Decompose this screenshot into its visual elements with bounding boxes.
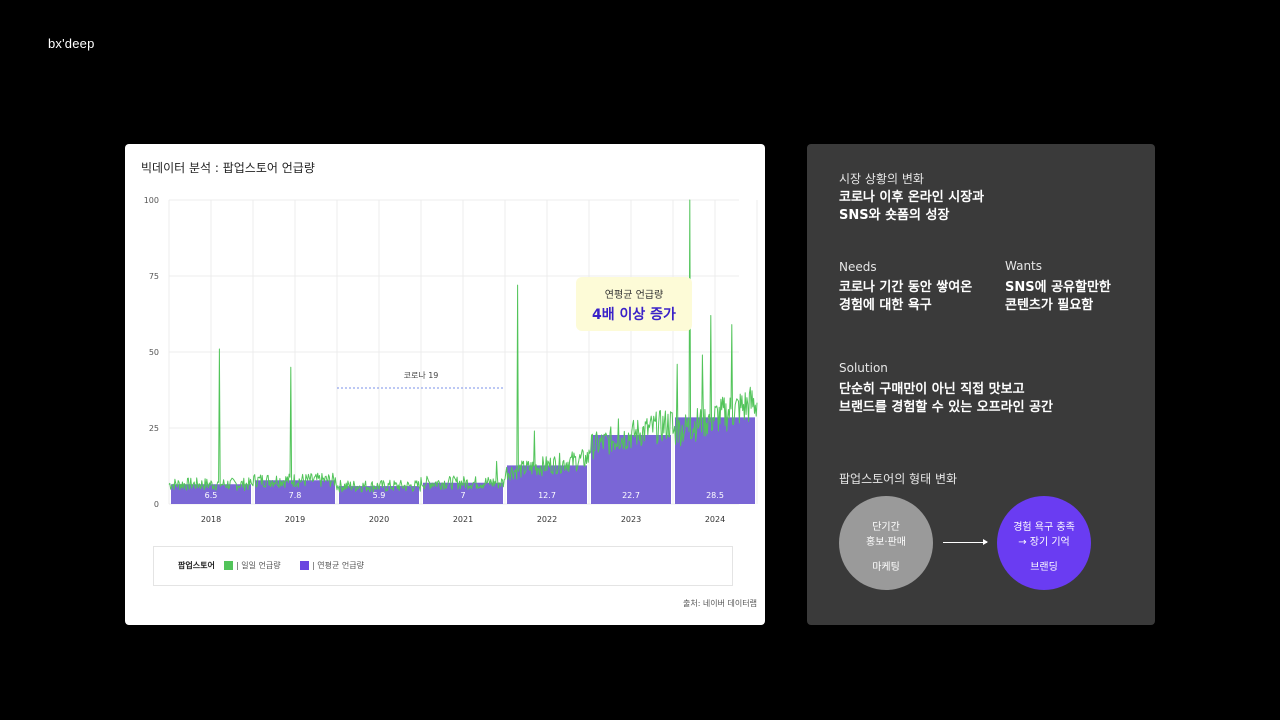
solution-text: 단순히 구매만이 아닌 직접 맛보고 브랜드를 경험할 수 있는 오프라인 공간: [839, 382, 1053, 415]
y-tick-label: 75: [149, 272, 159, 281]
x-tick-label: 2019: [285, 515, 305, 524]
needs-label: Needs: [839, 260, 877, 274]
bar-2018: [171, 484, 251, 504]
insight-panel: 시장 상황의 변화 코로나 이후 온라인 시장과 SNS와 숏폼의 성장 Nee…: [807, 144, 1155, 625]
y-tick-label: 100: [144, 196, 159, 205]
branding-circle: 경험 욕구 충족 → 장기 기억 브랜딩: [997, 496, 1091, 590]
wants-label: Wants: [1005, 259, 1043, 273]
bar-2024: [675, 417, 755, 504]
bar-value-label: 12.7: [538, 491, 556, 500]
form-change-label: 팝업스토어의 형태 변화: [839, 472, 958, 486]
daily-mentions-line: [168, 199, 758, 493]
chart-title: 빅데이터 분석 : 팝업스토어 언급량: [141, 161, 315, 175]
bar-value-label: 7: [460, 491, 465, 500]
chart-legend: 팝업스토어 | 일일 언급량 | 연평균 언급량: [153, 546, 733, 586]
branding-circle-label: 브랜딩: [1030, 562, 1058, 573]
chart-card: 빅데이터 분석 : 팝업스토어 언급량 100 75 50 25 0 6.5 7.8 5.9 7…: [125, 144, 765, 625]
bar-2019: [255, 480, 335, 504]
bar-value-label: 7.8: [289, 491, 302, 500]
y-tick-label: 25: [149, 424, 159, 433]
solution-label: Solution: [839, 361, 888, 375]
callout-box: [576, 277, 692, 331]
bar-value-label: 6.5: [205, 491, 218, 500]
callout-line2: 4배 이상 증가: [592, 306, 676, 323]
marketing-circle: 단기간 홍보·판매 마케팅: [839, 496, 933, 590]
source-note: 출처: 네이버 데이터랩: [682, 599, 757, 608]
needs-text: 코로나 기간 동안 쌓여온 경험에 대한 욕구: [839, 280, 973, 313]
market-change-text: 코로나 이후 온라인 시장과 SNS와 숏폼의 성장: [839, 190, 985, 223]
x-tick-label: 2022: [537, 515, 557, 524]
brand-logo: bx'deep: [48, 36, 95, 51]
market-change-label: 시장 상황의 변화: [839, 172, 924, 186]
bar-value-label: 22.7: [622, 491, 640, 500]
branding-circle-title: 경험 욕구 충족 → 장기 기억: [1013, 522, 1075, 548]
legend-daily-label: | 일일 언급량: [236, 561, 281, 570]
bar-value-label: 5.9: [373, 491, 386, 500]
x-tick-label: 2024: [705, 515, 725, 524]
marketing-circle-title: 단기간 홍보·판매: [866, 522, 906, 548]
marketing-circle-label: 마케팅: [872, 562, 900, 573]
legend-daily-swatch: [224, 561, 233, 570]
legend-yearly-swatch: [300, 561, 309, 570]
x-tick-label: 2018: [201, 515, 221, 524]
bar-value-label: 28.5: [706, 491, 724, 500]
covid-label: 코로나 19: [404, 371, 439, 380]
y-tick-label: 0: [154, 500, 159, 509]
legend-yearly-label: | 연평균 언급량: [312, 561, 364, 570]
callout-line1: 연평균 언급량: [605, 289, 663, 301]
x-tick-label: 2021: [453, 515, 473, 524]
x-tick-label: 2023: [621, 515, 641, 524]
y-tick-label: 50: [149, 348, 159, 357]
legend-title: 팝업스토어: [178, 561, 215, 570]
chart-canvas: 100 75 50 25 0 6.5 7.8 5.9 7 12.7 22.7 28.5 2018 2019…: [144, 196, 758, 524]
x-tick-label: 2020: [369, 515, 389, 524]
arrow-right-icon: [943, 539, 988, 545]
wants-text: SNS에 공유할만한 콘텐츠가 필요함: [1005, 280, 1111, 313]
